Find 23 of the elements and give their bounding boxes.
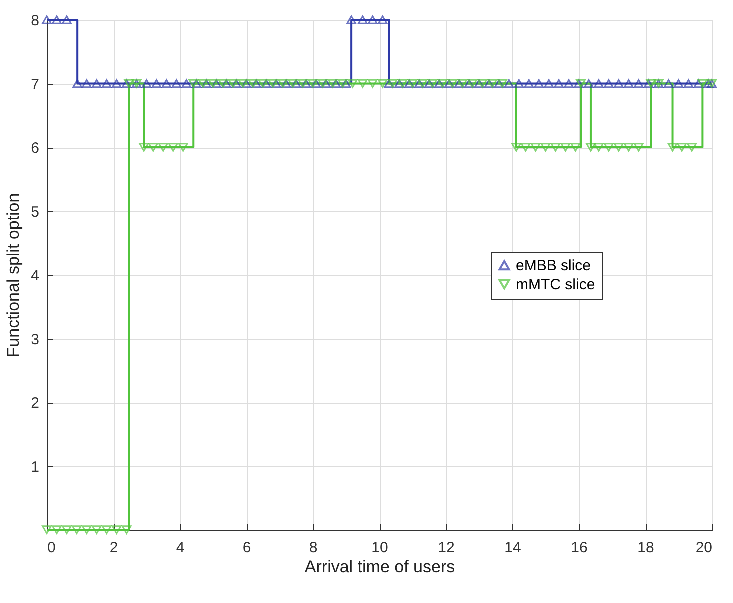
y-tick-label: 3	[31, 331, 40, 348]
x-tick-label: 0	[48, 540, 56, 556]
x-axis-title: Arrival time of users	[304, 558, 456, 576]
x-tick-label: 2	[110, 540, 118, 556]
x-tick-label: 6	[242, 540, 252, 556]
y-tick-label: 7	[31, 76, 40, 94]
legend-label: mMTC slice	[516, 276, 596, 294]
x-tick-label: 14	[504, 540, 522, 556]
x-tick-label: 4	[176, 540, 185, 556]
y-tick-label: 8	[31, 12, 40, 30]
y-tick-label: 6	[31, 140, 40, 157]
x-tick-label: 10	[372, 540, 388, 556]
y-tick-label: 5	[31, 204, 40, 221]
legend-label: eMBB slice	[516, 258, 592, 274]
y-axis-title: Functional split option	[4, 193, 24, 358]
x-tick-label: 16	[571, 540, 588, 556]
y-tick-label: 1	[31, 458, 40, 476]
x-tick-label: 20	[696, 540, 712, 556]
x-tick-label: 12	[438, 540, 455, 556]
y-tick-label: 2	[31, 395, 40, 412]
y-tick-label: 4	[31, 268, 40, 284]
x-tick-label: 8	[309, 540, 318, 556]
x-tick-label: 18	[638, 540, 654, 556]
